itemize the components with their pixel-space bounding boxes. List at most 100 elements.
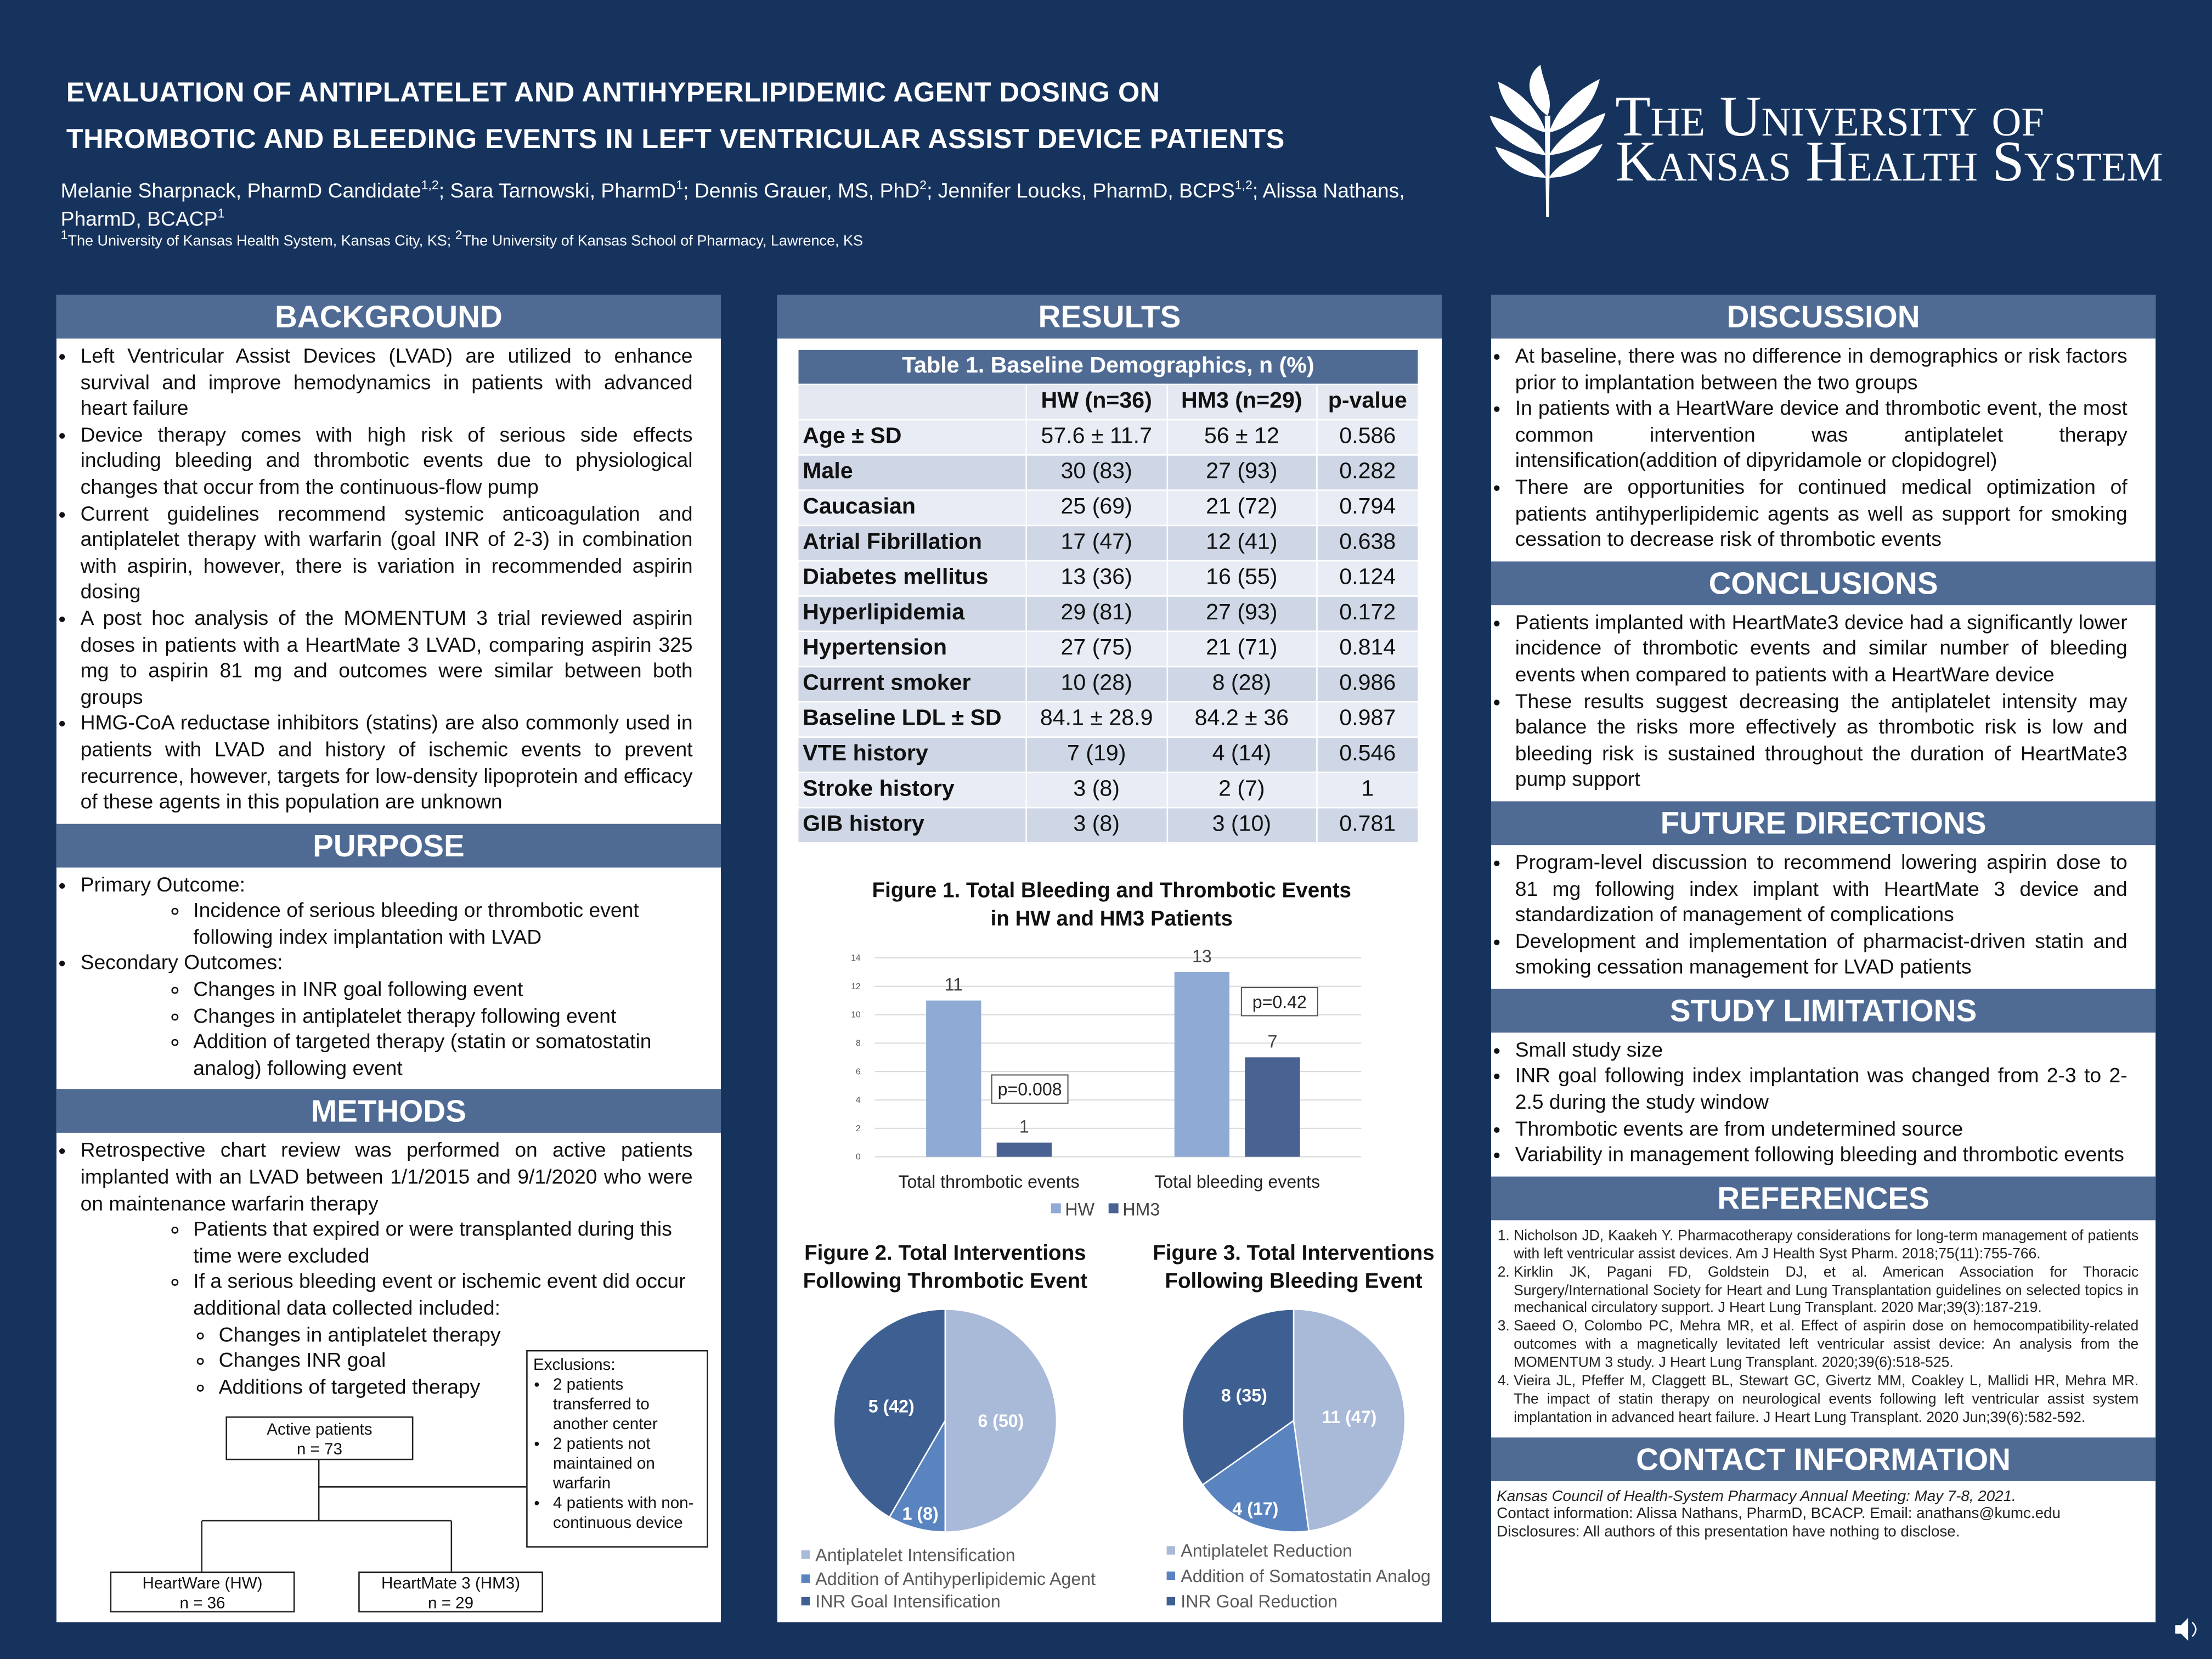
list-text: Kirklin JK, Pagani FD, Goldstein DJ, et … [1514,1265,2139,1317]
table-cell: 2 (7) [1166,771,1318,809]
table-row: Male 30 (83) 27 (93) 0.282 [797,454,1419,491]
table-cell: 84.1 ± 28.9 [1025,701,1168,738]
list-item: Addition of targeted therapy (statin or … [193,1030,692,1083]
sub-list: Patients that expired or were transplant… [81,1218,693,1402]
pie-value-label: 1 (8) [902,1504,939,1523]
list-item: Patients implanted with HeartMate3 devic… [1515,611,2128,689]
table-cell: 0.781 [1316,806,1419,844]
row-label: Diabetes mellitus [797,560,1027,597]
list-item: A post hoc analysis of the MOMENTUM 3 tr… [81,607,693,712]
legend-label: Addition of Antihyperlipidemic Agent [815,1569,1096,1589]
table-cell: 21 (72) [1166,489,1318,527]
legend-swatch [801,1596,810,1606]
list-item: Changes in antiplatelet therapy [219,1323,693,1349]
list-item: Small study size [1515,1038,2128,1064]
list-item: Program-level discussion to recommend lo… [1515,850,2128,929]
list-text: Current guidelines recommend systemic an… [80,503,693,605]
table-cell: 0.814 [1316,630,1419,668]
bar-value-label: 1 [1019,1117,1029,1137]
flow-n: n = 29 [428,1595,474,1613]
flow-connectors [201,1460,527,1572]
annotation-box [1240,986,1318,1017]
list-text: Patients that expired or were transplant… [193,1219,672,1268]
table-cell: 0.546 [1316,736,1419,774]
title-line: EVALUATION OF ANTIPLATELET AND ANTIHYPER… [66,77,1160,109]
table-cell: 0.794 [1316,489,1419,527]
authors: Melanie Sharpnack, PharmD Candidate1,2; … [61,178,1458,234]
list-item: Kirklin JK, Pagani FD, Goldstein DJ, et … [1514,1265,2138,1320]
table-header: HM3 (n=29) [1166,383,1318,421]
table-row: Atrial Fibrillation 17 (47) 12 (41) 0.638 [797,524,1419,562]
table-cell: 10 (28) [1025,665,1168,703]
affiliation-number: 2 [455,228,462,242]
author-name: Jennifer Loucks, PharmD, BCPS [938,180,1235,204]
reference-list: Nicholson JD, Kaakeh Y. Pharmacotherapy … [1491,1220,2155,1437]
list-item: Left Ventricular Assist Devices (LVAD) a… [81,344,693,422]
list-item: Secondary Outcomes:Changes in INR goal f… [81,951,693,1082]
list-text: Development and implementation of pharma… [1515,930,2128,980]
author-separator: ; [1252,180,1259,204]
flow-n: n = 73 [296,1442,342,1459]
logo-icon [1489,65,1606,217]
row-label: Hypertension [797,630,1027,668]
table-cell: 7 (19) [1025,736,1168,774]
list-item: Patients that expired or were transplant… [193,1218,692,1271]
row-label: Current smoker [797,665,1027,703]
section-header: FUTURE DIRECTIONS [1491,801,2156,845]
list-text: Changes in INR goal following event [193,979,523,1002]
legend-swatch [801,1550,810,1559]
list-item: Saeed O, Colombo PC, Mehra MR, et al. Ef… [1514,1319,2138,1374]
list-text: Variability in management following blee… [1515,1144,2124,1167]
affiliation-text: The University of Kansas Health System, … [67,233,452,250]
section-header: BACKGROUND [56,295,721,339]
table-cell: 17 (47) [1025,524,1168,562]
bar [1174,972,1229,1157]
table-cell: 3 (10) [1166,806,1318,844]
table-cell: 27 (93) [1166,595,1318,632]
pie-slice [1293,1308,1406,1532]
bar [996,1142,1052,1157]
table-cell: 0.282 [1316,454,1419,491]
flow-box: HeartWare (HW) n = 36 [110,1571,295,1613]
table-header: p-value [1316,383,1419,421]
x-tick-label: Total bleeding events [1154,1172,1320,1192]
list-item: Primary Outcome: Incidence of serious ble… [81,873,693,951]
y-tick-label: 12 [851,982,860,991]
list-item: At baseline, there was no difference in … [1515,344,2128,397]
bullet-list: At baseline, there was no difference in … [1491,338,2155,561]
table-title-row: Table 1. Baseline Demographics, n (%) [797,348,1419,386]
flow-n: n = 36 [179,1595,225,1613]
table-cell: 1 [1316,771,1419,809]
table-title: Table 1. Baseline Demographics, n (%) [797,348,1419,386]
flow-label: Active patients [267,1422,373,1439]
table-cell: 0.172 [1316,595,1419,632]
section-header: DISCUSSION [1491,295,2156,339]
table-cell: 16 (55) [1166,560,1318,597]
legend-swatch [1051,1203,1061,1214]
author-separator: ; [927,180,933,204]
row-label: Age ± SD [797,419,1027,456]
table-cell: 30 (83) [1025,454,1168,491]
pie-value-label: 8 (35) [1221,1385,1267,1405]
table-cell: 0.987 [1316,701,1419,738]
list-text: Retrospective chart review was performed… [80,1140,693,1216]
table-row: Baseline LDL ± SD 84.1 ± 28.9 84.2 ± 36 0.9… [797,701,1419,738]
author-affiliation: 1 [676,178,684,193]
bar-value-label: 13 [1192,946,1212,966]
y-tick-label: 6 [856,1067,861,1076]
list-item: In patients with a HeartWare device and … [1515,397,2128,475]
x-tick-label: Total thrombotic events [898,1172,1079,1192]
table-cell: 57.6 ± 11.7 [1025,419,1168,456]
list-text: At baseline, there was no difference in … [1515,346,2128,394]
contact-info: Kansas Council of Health-System Pharmacy… [1491,1481,2155,1549]
y-tick-label: 4 [856,1096,861,1105]
speaker-icon [2175,1618,2197,1641]
flow-box: Active patients n = 73 [225,1416,414,1460]
table-corner [797,383,1027,421]
section-header: METHODS [56,1090,721,1133]
author-name: Alissa Nathans, PharmD, BCACP [60,180,1405,232]
list-text: Device therapy comes with high risk of s… [80,424,693,500]
table-row: Caucasian 25 (69) 21 (72) 0.794 [797,489,1419,527]
bullet-list: Program-level discussion to recommend lo… [1491,845,2155,989]
list-item: Incidence of serious bleeding or thrombo… [193,899,692,952]
